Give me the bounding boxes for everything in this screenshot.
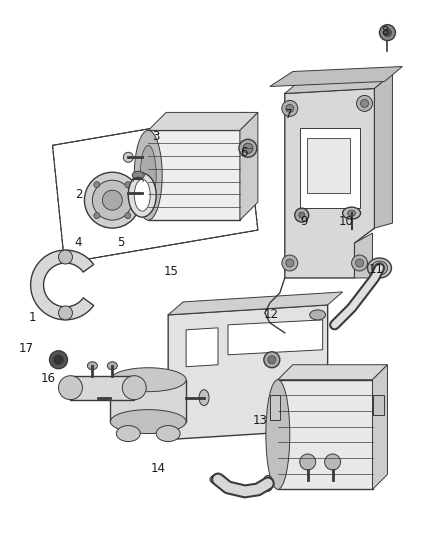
Text: 16: 16 (40, 372, 55, 385)
Ellipse shape (357, 95, 372, 111)
Ellipse shape (371, 261, 388, 275)
Ellipse shape (110, 410, 186, 433)
Polygon shape (285, 74, 392, 93)
Ellipse shape (117, 425, 140, 441)
Ellipse shape (199, 390, 209, 406)
Bar (278, 379, 372, 489)
Ellipse shape (286, 104, 294, 112)
Ellipse shape (263, 475, 273, 491)
Ellipse shape (125, 213, 131, 219)
Text: 12: 12 (264, 308, 279, 321)
Ellipse shape (343, 207, 360, 219)
Polygon shape (278, 365, 388, 379)
Ellipse shape (140, 146, 156, 205)
Ellipse shape (367, 258, 392, 278)
Polygon shape (53, 112, 258, 263)
Bar (148, 131, 240, 220)
Polygon shape (307, 139, 350, 193)
Ellipse shape (94, 213, 100, 219)
Polygon shape (148, 112, 258, 131)
Text: 1: 1 (28, 311, 36, 324)
Text: 9: 9 (300, 215, 308, 228)
Polygon shape (355, 233, 372, 278)
Ellipse shape (360, 100, 368, 108)
Polygon shape (285, 88, 374, 278)
Ellipse shape (243, 143, 253, 154)
Text: 13: 13 (253, 414, 268, 427)
Text: 6: 6 (240, 146, 248, 159)
Polygon shape (228, 320, 323, 355)
Ellipse shape (132, 171, 144, 179)
Polygon shape (300, 128, 360, 208)
Ellipse shape (312, 367, 328, 383)
Text: 8: 8 (381, 25, 389, 38)
Ellipse shape (348, 210, 356, 216)
Ellipse shape (124, 188, 133, 198)
Text: 4: 4 (74, 236, 82, 249)
Text: 2: 2 (74, 188, 82, 201)
Ellipse shape (134, 179, 150, 211)
Ellipse shape (128, 173, 156, 217)
Text: 17: 17 (18, 342, 34, 356)
Polygon shape (372, 365, 388, 489)
Ellipse shape (352, 255, 367, 271)
Text: 11: 11 (369, 263, 384, 276)
Ellipse shape (107, 362, 117, 370)
Text: 14: 14 (150, 462, 166, 475)
Ellipse shape (282, 255, 298, 271)
Bar (270, 394, 280, 419)
Ellipse shape (310, 310, 326, 320)
Ellipse shape (299, 212, 305, 218)
Ellipse shape (264, 352, 280, 368)
Ellipse shape (295, 208, 309, 222)
Ellipse shape (85, 172, 140, 228)
Polygon shape (374, 74, 392, 228)
Text: 15: 15 (163, 265, 178, 278)
Ellipse shape (356, 259, 364, 267)
Ellipse shape (300, 454, 316, 470)
Ellipse shape (325, 454, 341, 470)
Polygon shape (110, 379, 186, 422)
Polygon shape (168, 305, 328, 440)
Polygon shape (240, 112, 258, 220)
Text: 3: 3 (152, 130, 159, 143)
Polygon shape (270, 67, 403, 86)
Text: 5: 5 (117, 236, 124, 249)
Ellipse shape (110, 368, 186, 392)
Polygon shape (186, 328, 218, 367)
Ellipse shape (316, 371, 324, 379)
Ellipse shape (125, 182, 131, 188)
Ellipse shape (49, 351, 67, 369)
Ellipse shape (102, 190, 122, 210)
Ellipse shape (88, 362, 97, 370)
Polygon shape (168, 292, 343, 315)
Text: 7: 7 (285, 109, 293, 122)
Ellipse shape (156, 425, 180, 441)
Ellipse shape (92, 180, 132, 220)
Ellipse shape (122, 376, 146, 400)
Ellipse shape (268, 356, 276, 364)
Ellipse shape (94, 182, 100, 188)
Bar (372, 394, 385, 415)
Ellipse shape (282, 100, 298, 116)
Ellipse shape (384, 29, 392, 37)
Text: 10: 10 (338, 215, 353, 228)
Ellipse shape (59, 306, 72, 320)
Ellipse shape (59, 376, 82, 400)
Ellipse shape (379, 25, 396, 41)
Ellipse shape (134, 131, 162, 220)
Bar (71, 376, 134, 400)
Polygon shape (31, 250, 94, 320)
Ellipse shape (59, 250, 72, 264)
Ellipse shape (239, 139, 257, 157)
Ellipse shape (124, 152, 133, 162)
Ellipse shape (210, 474, 226, 484)
Ellipse shape (53, 355, 64, 365)
Ellipse shape (286, 259, 294, 267)
Ellipse shape (266, 379, 290, 489)
